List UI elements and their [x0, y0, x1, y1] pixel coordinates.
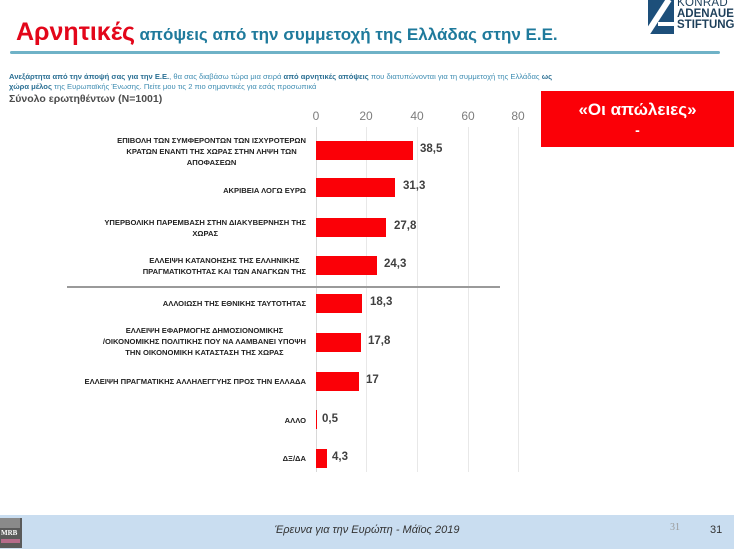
footer-text: Έρευνα για την Ευρώπη - Μάϊος 2019 — [274, 524, 460, 536]
survey-question: Ανεξάρτητα από την άποψή σας για την Ε.Ε… — [9, 72, 569, 92]
bar-label: ΕΛΛΕΙΨΗ ΕΦΑΡΜΟΓΗΣ ΔΗΜΟΣΙΟΝΟΜΙΚΗΣ/ΟΙΚΟΝΟΜ… — [102, 326, 306, 357]
bar-label: ΑΛΛΟΙΩΣΗ ΤΗΣ ΕΘΝΙΚΗΣ ΤΑΥΤΟΤΗΤΑΣ — [162, 299, 306, 308]
question-part5: ως χώρα μέλος — [9, 72, 553, 91]
question-part2: , θα σας διαβάσω τώρα μια σειρά — [169, 72, 284, 81]
question-part3: από αρνητικές απόψεις — [283, 72, 369, 81]
kas-logo-icon — [642, 0, 674, 39]
bar — [316, 141, 413, 160]
x-tick: 60 — [461, 109, 475, 123]
bar — [316, 218, 386, 237]
logo-line1: KONRAD — [677, 0, 729, 9]
bar-value: 24,3 — [384, 258, 407, 270]
bar-value: 17 — [366, 374, 379, 386]
bar-label: ΥΠΕΡΒΟΛΙΚΗ ΠΑΡΕΜΒΑΣΗ ΣΤΗΝ ΔΙΑΚΥΒΕΡΝΗΣΗ Τ… — [104, 218, 306, 238]
bar — [316, 333, 361, 352]
kas-logo: KONRAD ADENAUER STIFTUNG — [642, 0, 734, 42]
gridline — [417, 127, 418, 472]
footer-bar: MRB Έρευνα για την Ευρώπη - Μάϊος 2019 3… — [0, 515, 734, 549]
bar — [316, 256, 377, 275]
page-title: Αρνητικές απόψεις από την συμμετοχή της … — [16, 18, 558, 47]
bar-label: ΕΛΛΕΙΨΗ ΠΡΑΓΜΑΤΙΚΗΣ ΑΛΛΗΛΕΓΓΥΗΣ ΠΡΟΣ ΤΗΝ… — [84, 377, 306, 386]
bar-value: 4,3 — [332, 451, 348, 463]
question-part6: της Ευρωπαϊκής Ένωσης. Πείτε μου τις 2 π… — [51, 82, 317, 91]
page-number: 31 — [710, 524, 723, 536]
bar — [316, 294, 362, 313]
title-underline — [10, 51, 720, 54]
callout-title: «Οι απώλειες» — [578, 100, 697, 119]
logo-line3: STIFTUNG — [677, 19, 734, 31]
page-number-small: 31 — [670, 522, 680, 533]
x-tick: 0 — [312, 109, 320, 123]
gridline — [468, 127, 469, 472]
bar-label: ΑΛΛΟ — [284, 416, 306, 425]
question-part1: Ανεξάρτητα από την άποψή σας για την Ε.Ε… — [9, 72, 170, 81]
logo-line2: ADENAUER — [677, 8, 734, 20]
bar-label: ΕΠΙΒΟΛΗ ΤΩΝ ΣΥΜΦΕΡΟΝΤΩΝ ΤΩΝ ΙΣΧΥΡΟΤΕΡΩΝ Κ… — [117, 136, 306, 167]
bar-label: ΑΚΡΙΒΕΙΑ ΛΟΓΩ ΕΥΡΩ — [223, 186, 306, 195]
bar-value: 18,3 — [370, 296, 393, 308]
mrb-logo-icon: MRB — [0, 518, 22, 548]
x-tick: 40 — [410, 109, 424, 123]
bar-label: ΔΞ/ΔΑ — [282, 454, 306, 463]
bar-value: 38,5 — [420, 143, 443, 155]
gridline — [366, 127, 367, 472]
bar — [316, 449, 327, 468]
bar — [316, 410, 317, 429]
base-label: Σύνολο ερωτηθέντων (N=1001) — [9, 93, 163, 105]
bar — [316, 178, 395, 197]
bar — [316, 372, 359, 391]
title-rest: απόψεις από την συμμετοχή της Ελλάδας στ… — [139, 25, 558, 44]
gridline — [518, 127, 519, 472]
bar-label: ΕΛΛΕΙΨΗ ΚΑΤΑΝΟΗΣΗΣ ΤΗΣ ΕΛΛΗΝΙΚΗΣ ΠΡΑΓΜΑΤΙ… — [142, 256, 306, 276]
x-tick: 20 — [359, 109, 373, 123]
x-tick: 80 — [511, 109, 525, 123]
callout-dash: - — [635, 122, 640, 138]
callout-box: «Οι απώλειες» - — [541, 91, 734, 147]
mrb-logo-text: MRB — [1, 529, 18, 537]
bar-value: 17,8 — [368, 335, 391, 347]
question-part4: που διατυπώνονται για τη συμμετοχή της Ε… — [368, 72, 542, 81]
group-separator — [67, 286, 500, 288]
bar-value: 0,5 — [322, 413, 338, 425]
title-highlight: Αρνητικές — [16, 18, 136, 46]
bar-value: 27,8 — [394, 220, 417, 232]
bar-value: 31,3 — [403, 180, 426, 192]
